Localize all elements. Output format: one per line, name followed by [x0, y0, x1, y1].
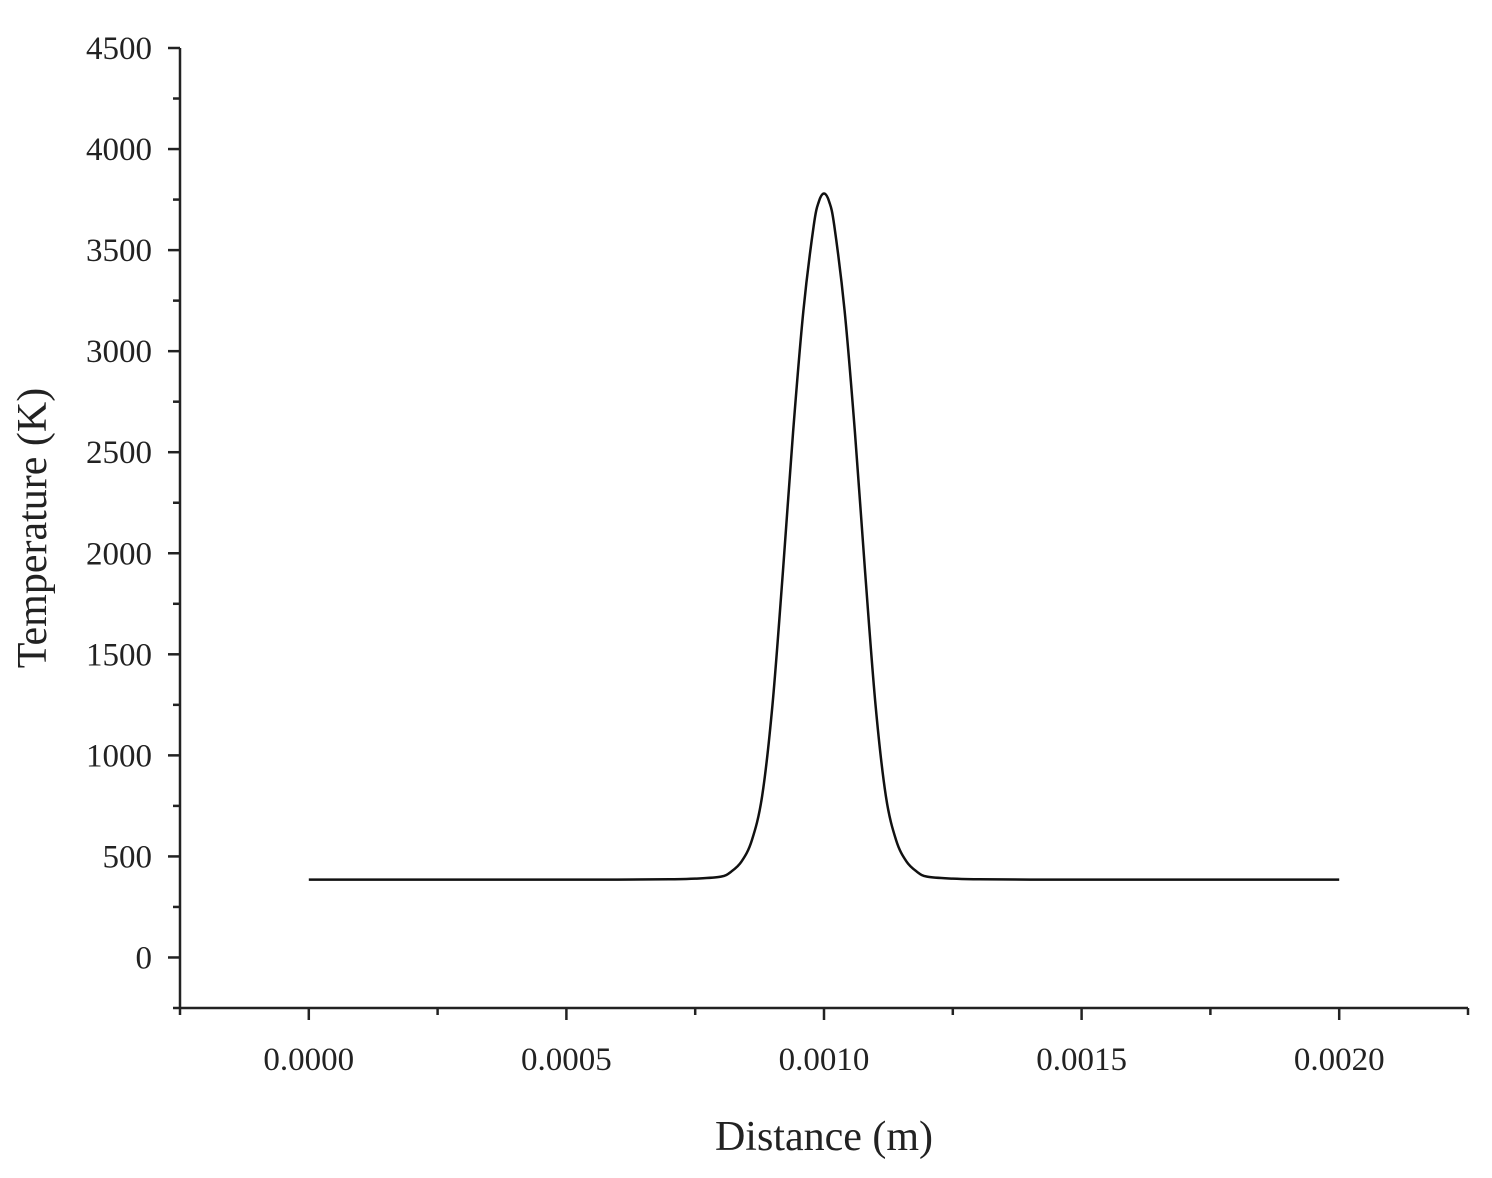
temperature-series-line: [308, 192, 1340, 881]
y-axis-ticks: 0 500 1000 1500 2000 2500 3000 3500 4000 4500: [86, 31, 180, 1010]
y-tick-label: 4500: [86, 31, 152, 67]
x-axis-label: Distance (m): [715, 1114, 933, 1160]
x-tick-label: 0.0020: [1294, 1042, 1385, 1078]
x-tick-label: 0.0005: [521, 1042, 612, 1078]
y-tick-label: 2000: [86, 536, 152, 572]
x-tick-label: 0.0010: [779, 1042, 870, 1078]
y-axis-label: Temperature (K): [10, 388, 56, 668]
y-tick-label: 3000: [86, 334, 152, 370]
y-tick-label: 1000: [86, 738, 152, 774]
y-tick-label: 3500: [86, 233, 152, 269]
y-tick-label: 4000: [86, 132, 152, 168]
y-tick-label: 2500: [86, 435, 152, 471]
x-tick-label: 0.0000: [263, 1042, 354, 1078]
x-tick-label: 0.0015: [1036, 1042, 1127, 1078]
y-tick-label: 500: [103, 839, 153, 875]
y-tick-label: 0: [136, 940, 153, 976]
y-tick-label: 1500: [86, 637, 152, 673]
x-axis-ticks: 0.0000 0.0005 0.0010 0.0015 0.0020: [178, 1008, 1470, 1078]
